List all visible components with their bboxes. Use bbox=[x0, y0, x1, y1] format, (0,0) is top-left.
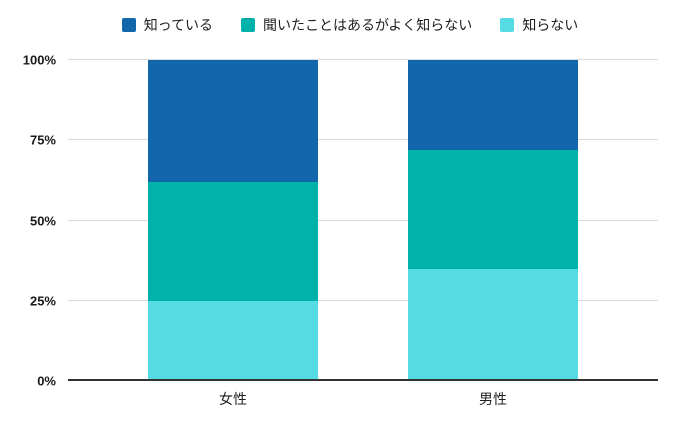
x-tick-label: 男性 bbox=[479, 391, 507, 407]
y-axis-spacer bbox=[0, 381, 68, 409]
bar-segment-聞いたことはあるがよく知らない bbox=[148, 181, 318, 301]
x-axis-line bbox=[68, 379, 658, 381]
legend-label: 知らない bbox=[522, 17, 579, 33]
legend-label: 知っている bbox=[143, 17, 213, 33]
plot-area bbox=[68, 59, 658, 381]
y-tick-label: 75% bbox=[29, 132, 56, 148]
legend-item-does-not-know: 知らない bbox=[500, 15, 578, 35]
bar-女性 bbox=[148, 60, 318, 381]
y-axis: 0% 25% 50% 75% 100% bbox=[0, 53, 68, 389]
bar-男性 bbox=[408, 60, 578, 381]
gridline-75 bbox=[68, 139, 658, 141]
legend-swatch bbox=[121, 18, 136, 32]
chart-body: 0% 25% 50% 75% 100% 女性 男性 bbox=[0, 53, 700, 409]
gridline-50 bbox=[68, 219, 658, 221]
legend-label: 聞いたことはあるがよく知らない bbox=[263, 17, 473, 33]
x-tick-label: 女性 bbox=[219, 391, 247, 407]
legend: 知っている 聞いたことはあるがよく知らない 知らない bbox=[0, 14, 700, 36]
bar-segment-知っている bbox=[408, 60, 578, 150]
y-tick-label: 0% bbox=[37, 373, 56, 389]
y-tick-label: 100% bbox=[22, 52, 56, 68]
bar-segment-聞いたことはあるがよく知らない bbox=[408, 149, 578, 269]
legend-swatch bbox=[241, 18, 255, 32]
y-tick-label: 50% bbox=[29, 213, 56, 228]
y-tick-label: 25% bbox=[29, 293, 56, 309]
x-axis-labels: 女性 男性 bbox=[68, 389, 658, 409]
bar-segment-知っている bbox=[148, 60, 318, 182]
legend-item-knows: 知っている bbox=[121, 15, 213, 35]
gridline-100 bbox=[68, 59, 658, 60]
bar-segment-知らない bbox=[148, 300, 318, 381]
gridline-25 bbox=[68, 299, 658, 301]
legend-swatch bbox=[500, 18, 515, 32]
bar-segment-知らない bbox=[408, 268, 578, 381]
legend-item-heard-of: 聞いたことはあるがよく知らない bbox=[241, 15, 472, 35]
bars bbox=[68, 60, 658, 381]
